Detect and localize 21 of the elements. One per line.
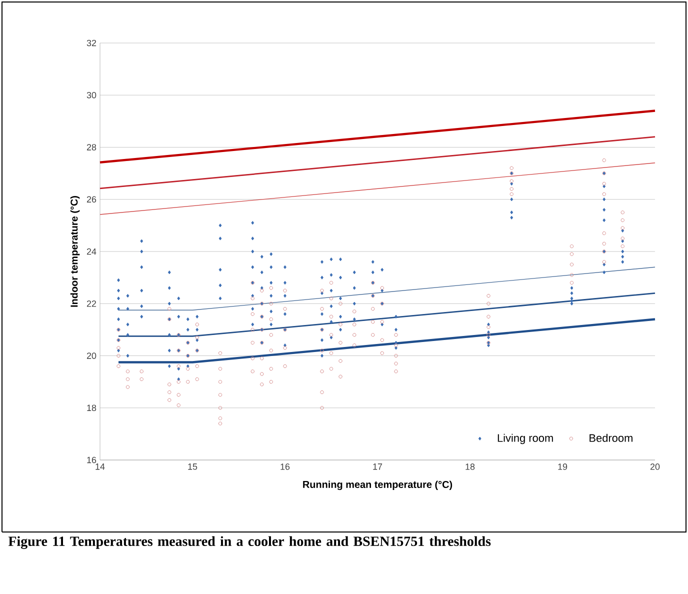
- text: Figure 11 Temperatures measured in a cooler home and BSEN15751 thresholds: [8, 536, 491, 549]
- x-tick-label: 14: [96, 464, 105, 470]
- x-tick-label: 16: [280, 464, 290, 470]
- x-axis-title: Running mean temperature (°C): [303, 480, 452, 490]
- x-tick-label: 17: [373, 464, 382, 470]
- y-tick-label: 32: [86, 40, 96, 46]
- y-tick-label: 26: [86, 196, 96, 203]
- x-tick-label: 18: [466, 464, 475, 470]
- legend-label: Bedroom: [590, 434, 632, 442]
- x-tick-label: 15: [188, 464, 198, 470]
- y-axis-title: Indoor temperature (°C): [70, 196, 80, 307]
- y-tick-label: 16: [87, 456, 96, 464]
- x-tick-label: 19: [558, 464, 568, 470]
- y-tick-label: 18: [87, 404, 96, 412]
- y-tick-label: 22: [86, 300, 96, 307]
- legend-label: Living room: [498, 434, 553, 444]
- y-tick-label: 24: [86, 248, 96, 255]
- y-tick-label: 20: [86, 352, 96, 359]
- y-tick-label: 30: [86, 92, 96, 98]
- x-tick-label: 20: [650, 464, 660, 470]
- y-tick-label: 28: [86, 144, 96, 150]
